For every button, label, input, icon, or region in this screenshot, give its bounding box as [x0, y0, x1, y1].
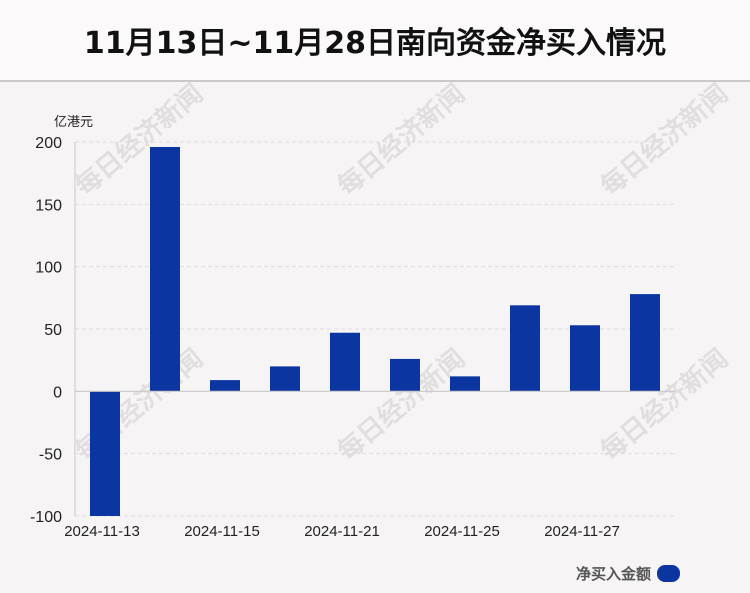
bar	[330, 332, 360, 392]
y-tick-label: 50	[44, 322, 62, 339]
x-tick-label: 2024-11-13	[64, 523, 140, 540]
y-tick-label: -100	[30, 509, 62, 526]
y-tick-label: 100	[35, 260, 62, 277]
legend-label: 净买入金额	[576, 565, 652, 583]
x-tick-label: 2024-11-25	[424, 523, 500, 540]
y-tick-label: 200	[35, 135, 62, 152]
bar	[150, 146, 180, 392]
legend: 净买入金额	[576, 563, 681, 584]
y-axis-unit: 亿港元	[54, 115, 94, 130]
bar	[90, 391, 120, 516]
legend-swatch	[657, 565, 681, 582]
bar	[570, 325, 600, 392]
title-bar: 11月13日~11月28日南向资金净买入情况	[0, 0, 750, 82]
y-tick-label: 150	[35, 197, 62, 214]
bar	[510, 305, 540, 392]
chart-title: 11月13日~11月28日南向资金净买入情况	[83, 26, 667, 61]
y-tick-label: -50	[39, 447, 62, 464]
bar	[210, 380, 240, 392]
y-tick-label: 0	[53, 384, 62, 401]
x-tick-label: 2024-11-27	[544, 523, 620, 540]
bar	[450, 376, 480, 392]
x-tick-label: 2024-11-21	[304, 523, 380, 540]
bar	[270, 366, 300, 392]
bar	[630, 294, 660, 392]
x-tick-label: 2024-11-15	[184, 523, 260, 540]
bar	[390, 358, 420, 392]
